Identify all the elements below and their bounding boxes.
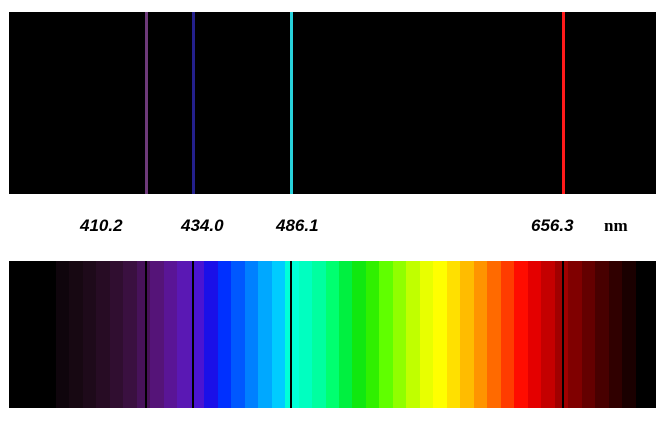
spectrum-stripe: [177, 261, 192, 408]
spectrum-stripe: [433, 261, 448, 408]
emission-line-410: [145, 12, 148, 194]
spectrum-stripe: [217, 261, 233, 408]
spectrum-stripe: [29, 261, 44, 408]
spectrum-stripe: [339, 261, 354, 408]
spectrum-stripe: [244, 261, 260, 408]
spectrum-stripe: [69, 261, 84, 408]
wavelength-label-434: 434.0: [181, 216, 224, 235]
spectrum-stripe: [190, 261, 206, 408]
spectrum-stripe: [204, 261, 219, 408]
spectrum-stripe: [258, 261, 273, 408]
spectrum-stripe: [487, 261, 502, 408]
spectrum-stripe: [163, 261, 179, 408]
spectrum-stripe: [325, 261, 340, 408]
spectrum-stripe: [271, 261, 287, 408]
spectrum-stripe: [123, 261, 138, 408]
wavelength-label-410: 410.2: [80, 216, 123, 235]
spectrum-stripe: [608, 261, 624, 408]
absorption-spectrum: [9, 261, 656, 408]
spectrum-stripe: [55, 261, 71, 408]
absorption-line-434: [192, 261, 194, 408]
spectrum-stripe: [82, 261, 98, 408]
spectrum-stripe: [150, 261, 165, 408]
spectrum-stripe: [500, 261, 516, 408]
spectrum-stripe: [231, 261, 246, 408]
absorption-line-656: [562, 261, 564, 408]
spectrum-stripe: [460, 261, 475, 408]
spectrum-stripe: [419, 261, 435, 408]
wavelength-label-656: 656.3: [531, 216, 574, 235]
unit-label: nm: [604, 216, 628, 235]
spectrum-stripe: [622, 261, 637, 408]
emission-line-656: [562, 12, 565, 194]
spectrum-stripe: [554, 261, 570, 408]
spectrum-stripe: [595, 261, 610, 408]
absorption-line-486: [290, 261, 292, 408]
spectrum-stripe: [109, 261, 125, 408]
spectrum-stripe: [42, 261, 57, 408]
absorption-line-410: [145, 261, 147, 408]
spectrum-stripe: [365, 261, 381, 408]
wavelength-label-row: 410.2 434.0 486.1 656.3 nm: [0, 194, 665, 261]
spectrum-stripe: [96, 261, 111, 408]
spectrum-stripe: [514, 261, 529, 408]
spectrum-stripe: [352, 261, 367, 408]
spectrum-stripe: [527, 261, 543, 408]
spectrum-stripe: [635, 261, 650, 408]
emission-line-434: [192, 12, 195, 194]
spectrum-stripe: [568, 261, 583, 408]
spectrum-stripe: [406, 261, 421, 408]
emission-line-486: [290, 12, 293, 194]
spectrum-stripe: [312, 261, 327, 408]
spectrum-stripe: [392, 261, 408, 408]
spectrum-stripe: [541, 261, 556, 408]
spectrum-stripe: [473, 261, 489, 408]
spectrum-stripe: [379, 261, 394, 408]
spectrum-stripe: [285, 261, 300, 408]
emission-spectrum: [9, 12, 656, 194]
spectrum-stripe: [298, 261, 314, 408]
spectrum-stripe: [446, 261, 462, 408]
wavelength-label-486: 486.1: [276, 216, 319, 235]
spectrum-stripe: [581, 261, 597, 408]
spectrum-stripe: [136, 261, 152, 408]
